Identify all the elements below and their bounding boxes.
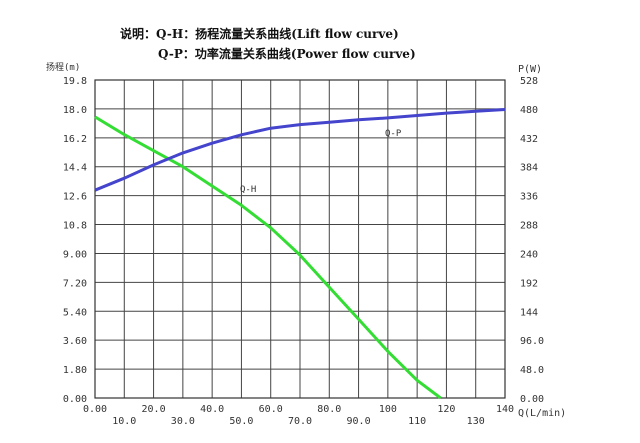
y-left-tick-label: 0.00 <box>63 394 87 405</box>
x-tick-label: 30.0 <box>171 416 195 427</box>
y-left-tick-label: 3.60 <box>63 336 87 347</box>
series-label-q-h: Q-H <box>240 185 256 195</box>
y-right-axis-label: P(W) <box>518 64 542 75</box>
y-left-tick-label: 19.8 <box>63 76 87 87</box>
x-tick-label: 50.0 <box>229 416 253 427</box>
series-line-q-p <box>94 108 506 192</box>
y-left-tick-label: 14.4 <box>63 163 87 174</box>
x-tick-label: 110 <box>408 416 426 427</box>
plot-frame <box>94 79 506 399</box>
series-label-q-p: Q-P <box>385 129 402 139</box>
y-left-tick-label: 1.80 <box>63 365 87 376</box>
y-left-axis-label: 扬程(m) <box>46 61 80 73</box>
x-tick-label: 60.0 <box>259 404 283 415</box>
y-left-tick-label: 9.00 <box>63 249 87 260</box>
y-right-tick-label: 528 <box>520 76 538 87</box>
x-tick-label: 20.0 <box>142 404 166 415</box>
y-right-tick-label: 144 <box>520 307 538 318</box>
x-tick-label: 40.0 <box>200 404 224 415</box>
x-axis-label: Q(L/min) <box>518 408 566 419</box>
x-tick-label: 80.0 <box>317 404 341 415</box>
series-line-q-h <box>94 115 442 400</box>
y-right-tick-label: 480 <box>520 105 538 116</box>
x-tick-label: 140 <box>496 404 514 415</box>
y-right-tick-label: 336 <box>520 192 538 203</box>
y-right-tick-label: 432 <box>520 134 538 145</box>
x-tick-label: 100 <box>379 404 397 415</box>
x-tick-label: 120 <box>437 404 455 415</box>
y-left-tick-label: 12.6 <box>63 192 87 203</box>
y-right-tick-label: 96.0 <box>520 336 544 347</box>
y-left-tick-label: 7.20 <box>63 278 87 289</box>
x-tick-label: 130 <box>467 416 485 427</box>
y-left-tick-label: 10.8 <box>63 221 87 232</box>
y-right-tick-label: 48.0 <box>520 365 544 376</box>
y-left-tick-label: 18.0 <box>63 105 87 116</box>
chart-title-line-1: 说明：Q-H：扬程流量关系曲线(Lift flow curve) <box>120 26 399 41</box>
x-tick-label: 10.0 <box>112 416 136 427</box>
x-tick-label: 90.0 <box>347 416 371 427</box>
y-right-tick-label: 240 <box>520 249 538 260</box>
y-left-tick-label: 16.2 <box>63 134 87 145</box>
y-right-tick-label: 384 <box>520 163 538 174</box>
x-tick-label: 70.0 <box>288 416 312 427</box>
chart-title-line-2: Q-P：功率流量关系曲线(Power flow curve) <box>158 46 416 61</box>
y-right-tick-label: 288 <box>520 221 538 232</box>
x-tick-label: 0.00 <box>83 404 107 415</box>
y-right-tick-label: 192 <box>520 278 538 289</box>
y-right-tick-label: 0.00 <box>520 394 544 405</box>
y-left-tick-label: 5.40 <box>63 307 87 318</box>
